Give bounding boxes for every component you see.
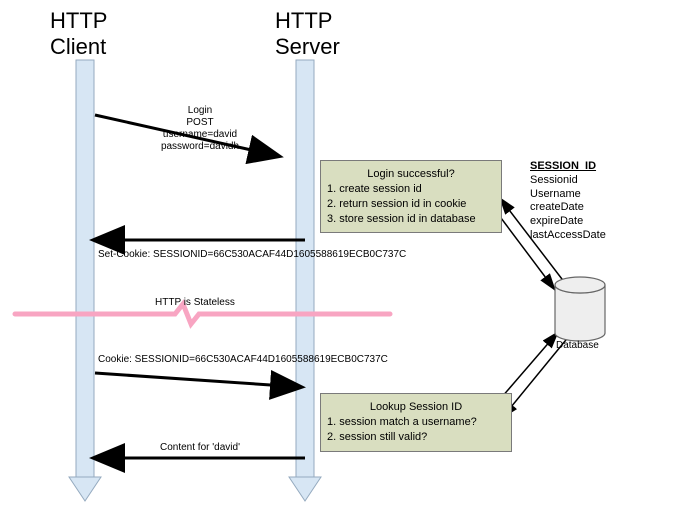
- login-box: Login successful? 1. create session id 2…: [320, 160, 502, 233]
- database-label: Database: [556, 340, 599, 352]
- content-label: Content for 'david': [160, 442, 240, 454]
- cookie-label: Cookie: SESSIONID=66C530ACAF44D160558861…: [98, 354, 388, 366]
- set-cookie-label: Set-Cookie: SESSIONID=66C530ACAF44D16055…: [98, 249, 406, 261]
- login-label: Login POST username=david password=david…: [140, 105, 260, 153]
- session-table: SESSION_ID Sessionid Username createDate…: [530, 160, 606, 243]
- server-title: HTTP Server: [275, 8, 340, 60]
- client-title: HTTP Client: [50, 8, 107, 60]
- lookup-box: Lookup Session ID 1. session match a use…: [320, 393, 512, 452]
- stateless-label: HTTP is Stateless: [155, 297, 235, 309]
